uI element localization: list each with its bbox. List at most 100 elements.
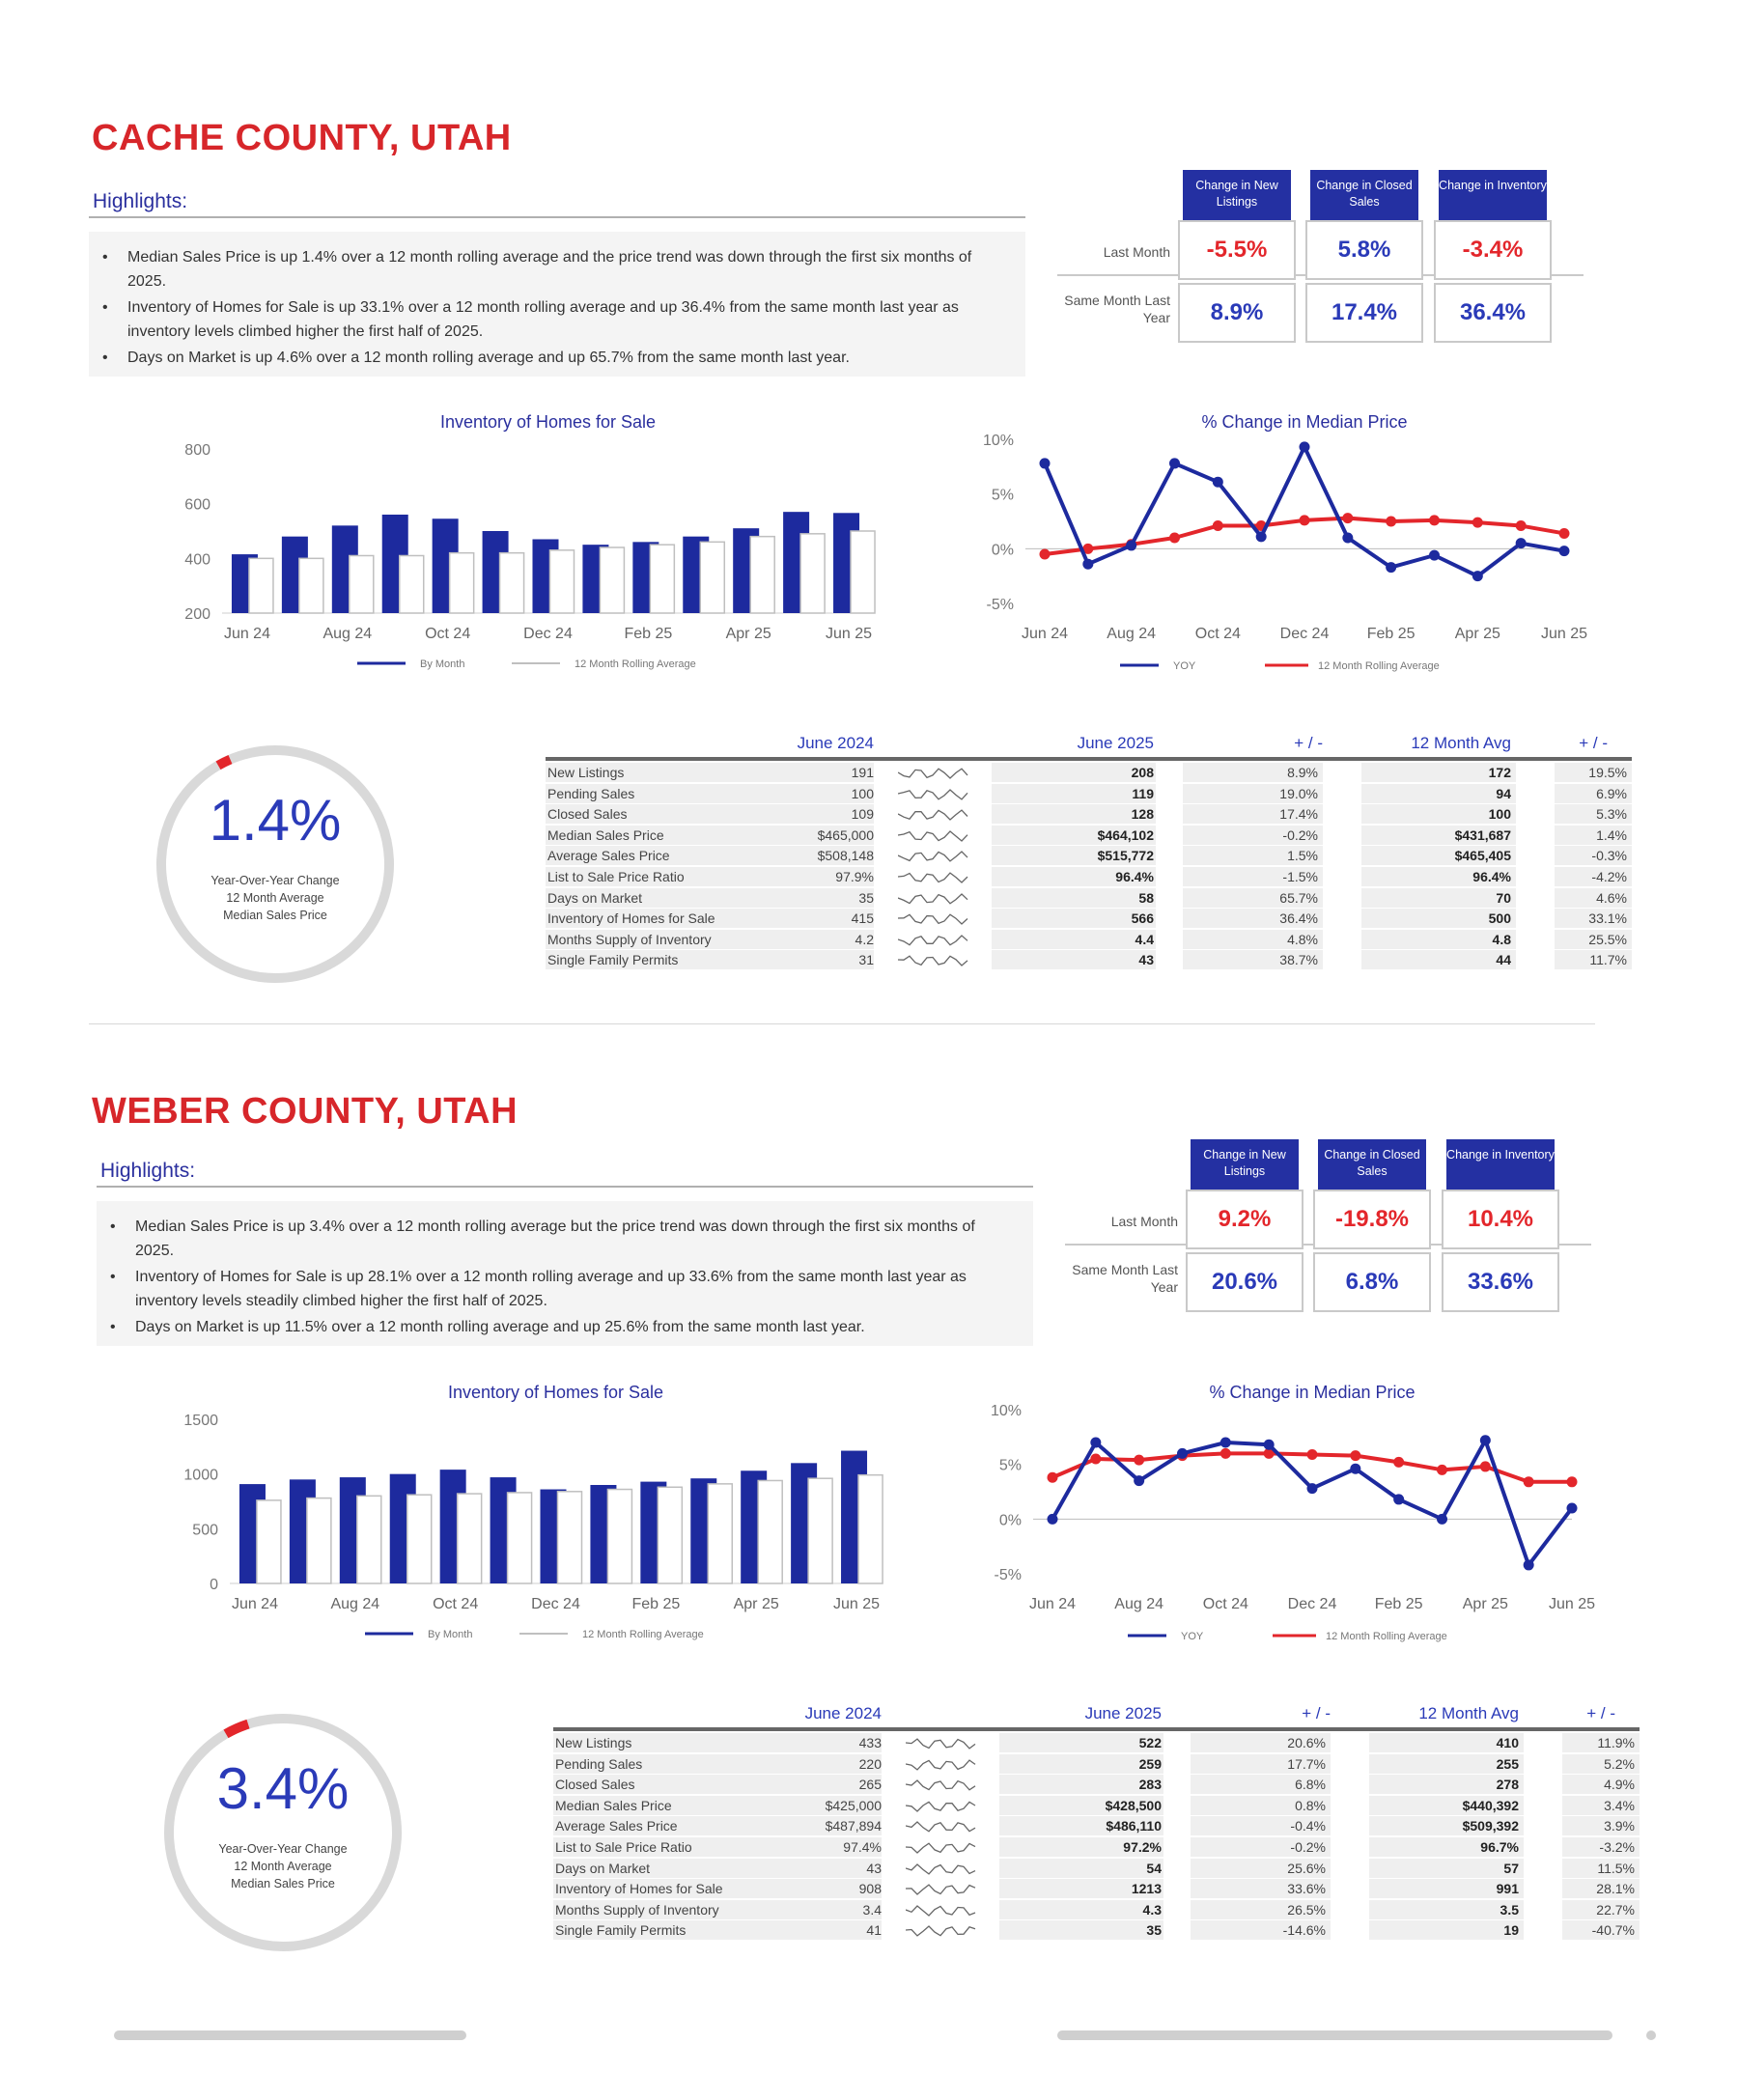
bar-rolling-average [649,544,676,614]
highlight-item: Inventory of Homes for Sale is up 28.1% … [110,1265,1014,1313]
sparkline [898,934,968,946]
bar-rolling-average [749,535,775,614]
bar-rolling-average [256,1499,282,1584]
point-rolling-average [1219,1447,1231,1459]
sparkline-path [906,1738,976,1750]
sparkline-path [898,934,968,946]
point-yoy [1515,538,1527,549]
x-tick-label: Aug 24 [322,626,372,642]
x-tick-label: Feb 25 [1367,626,1416,642]
change-12-month: 11.5% [1597,1860,1635,1876]
row-bg [1183,804,1323,825]
x-tick-label: Jun 25 [1549,1596,1595,1612]
row-bg [1361,783,1516,803]
row-bg [1191,1858,1331,1878]
matrix-row-label-last-month: Last Month [1110,1214,1178,1229]
matrix-cell: 8.9% [1178,283,1296,343]
table-row: Pending Sales 220 259 17.7% 255 5.2% [553,1753,1640,1775]
value-june-2024: 97.4% [843,1839,882,1855]
change-yoy: 33.6% [1287,1881,1326,1897]
point-yoy [1350,1463,1361,1474]
y-tick-label: 0% [992,542,1014,558]
sparkline-path [906,1801,976,1812]
row-bg [1361,950,1516,970]
donut-caption-line: Median Sales Price [223,909,327,922]
row-bg [1361,909,1516,929]
value-12-month-avg: 96.7% [1480,1839,1519,1855]
table-rule [553,1727,1640,1731]
row-bg [1369,1795,1524,1815]
sparkline [906,1904,976,1917]
row-bg [1183,909,1323,929]
row-label: Closed Sales [555,1777,635,1793]
highlights-label: Highlights: [100,1160,196,1182]
change-yoy: 38.7% [1279,952,1318,968]
sparkline-path [898,829,968,842]
change-12-month: 4.9% [1604,1777,1635,1793]
value-june-2025: 283 [1138,1777,1162,1793]
bar-rolling-average [406,1494,433,1584]
donut-arc [164,1714,402,1951]
value-12-month-avg: 57 [1503,1860,1519,1876]
change-yoy: -0.2% [1282,826,1318,843]
matrix-cell: 10.4% [1442,1190,1559,1249]
matrix-cell: -5.5% [1178,220,1296,280]
donut-value: 1.4% [209,788,342,853]
row-bg [1191,1879,1331,1899]
bar-rolling-average [757,1479,783,1584]
sparkline [906,1821,976,1834]
x-tick-label: Dec 24 [1280,626,1330,642]
sparkline-path [898,788,968,800]
row-bg [1555,846,1632,866]
highlight-item: Days on Market is up 4.6% over a 12 mont… [102,346,1006,370]
point-yoy [1523,1559,1534,1571]
change-12-month: 19.5% [1588,765,1627,780]
bar-rolling-average [498,551,525,614]
bar-rolling-average [349,554,375,614]
donut-caption: Year-Over-Year Change 12 Month Average M… [157,1840,408,1892]
value-june-2024: 4.2 [855,931,874,947]
highlights-label: Highlights: [93,190,188,212]
row-bg [999,1775,1163,1795]
table-row: Average Sales Price $508,148 $515,772 1.5% $… [546,846,1632,866]
table-header: + / - [1586,1704,1615,1722]
point-rolling-average [1263,1447,1275,1459]
change-12-month: 3.9% [1604,1818,1635,1834]
y-tick-label: 800 [184,442,210,459]
value-june-2024: 3.4 [862,1901,882,1918]
row-bg [992,763,1156,782]
value-june-2025: $515,772 [1097,848,1154,864]
row-bg [1562,1795,1640,1815]
x-tick-label: Apr 25 [734,1596,779,1612]
value-12-month-avg: $440,392 [1462,1797,1519,1813]
point-yoy [1429,549,1440,561]
table-row: New Listings 191 208 8.9% 172 19.5% [546,763,1632,783]
point-yoy [1090,1437,1102,1448]
x-tick-label: Aug 24 [330,1596,379,1612]
footer-right [1057,2030,1612,2040]
row-label: New Listings [555,1735,632,1750]
row-label: Inventory of Homes for Sale [547,910,715,927]
bar-rolling-average [807,1477,833,1584]
bar-rolling-average [456,1493,483,1584]
row-bg [546,867,874,886]
table-header: + / - [1302,1704,1331,1722]
row-bg [1361,825,1516,845]
y-tick-label: 200 [184,606,210,623]
row-bg [1361,846,1516,866]
table-header: 12 Month Avg [1411,734,1511,752]
legend-label: 12 Month Rolling Average [582,1629,704,1640]
row-label: List to Sale Price Ratio [555,1839,692,1855]
change-12-month: 33.1% [1588,910,1627,927]
point-yoy [1126,540,1137,551]
row-bg [1562,1920,1640,1941]
row-bg [546,846,874,866]
sparkline-path [906,1904,976,1917]
table-row: Days on Market 43 54 25.6% 57 11.5% [553,1858,1640,1879]
x-tick-label: Jun 24 [232,1596,278,1612]
row-bg [999,1879,1163,1899]
point-rolling-average [1472,517,1483,528]
y-tick-label: 0 [210,1577,218,1593]
bar-rolling-average [306,1497,332,1584]
row-bg [546,825,874,845]
